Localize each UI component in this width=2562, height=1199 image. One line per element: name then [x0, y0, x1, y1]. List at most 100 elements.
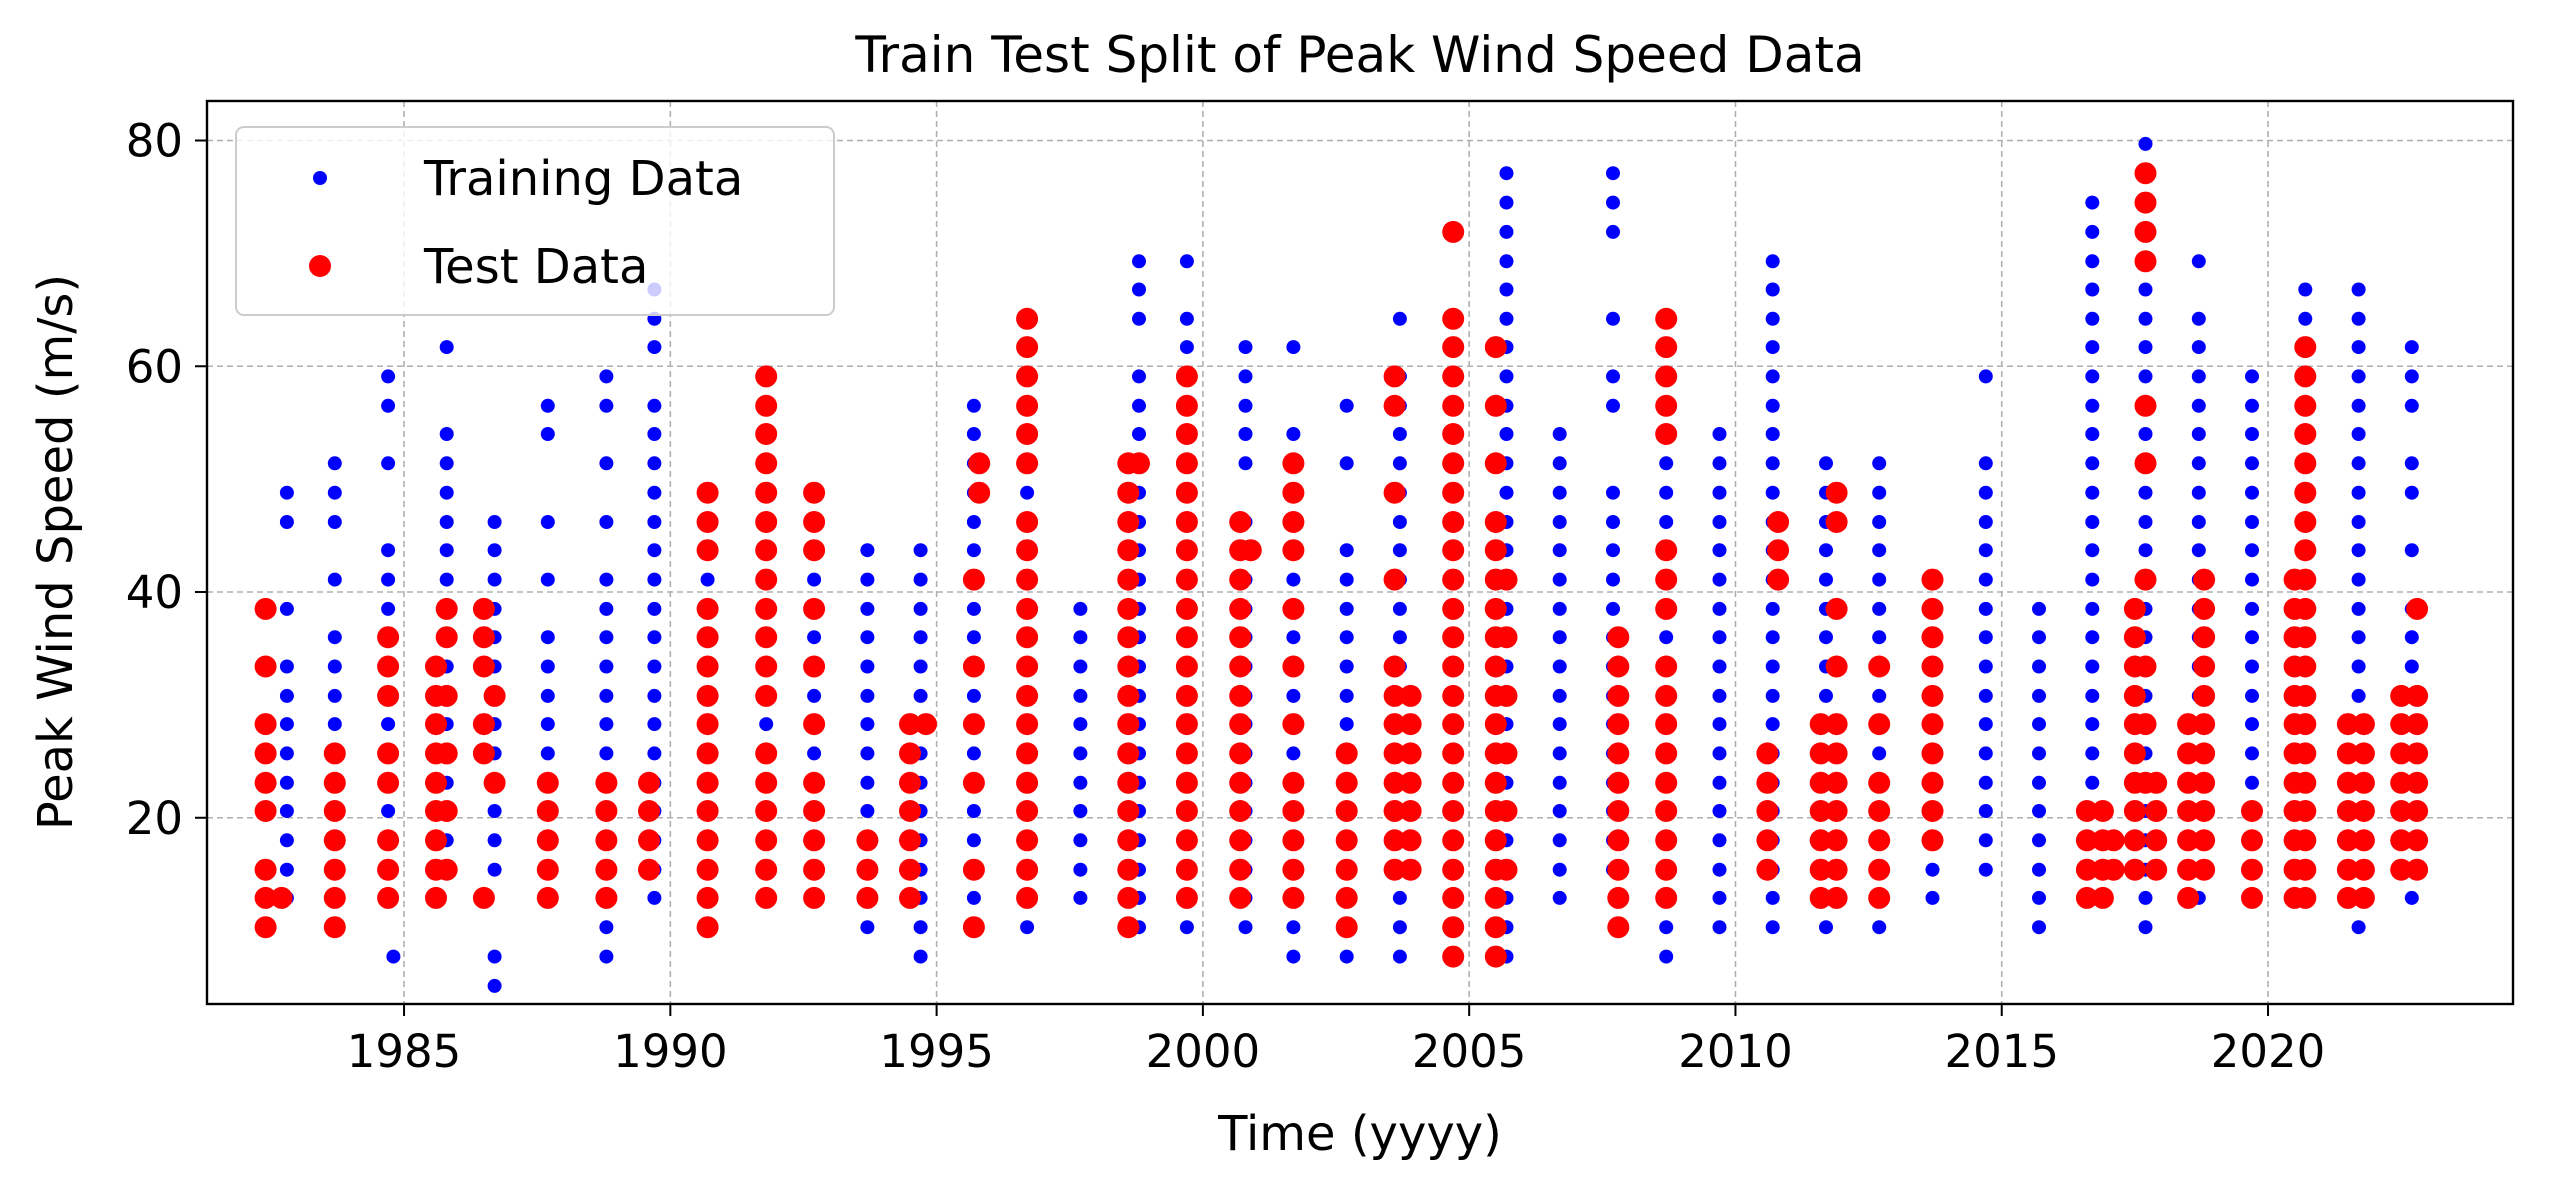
training-data-point	[913, 949, 928, 964]
legend-marker-training	[313, 171, 327, 185]
test-data-point	[2390, 684, 2413, 707]
training-data-point	[1712, 601, 1727, 616]
test-data-point	[435, 800, 458, 822]
test-data-point	[323, 829, 346, 852]
test-data-point	[1117, 481, 1140, 504]
test-data-point	[696, 886, 719, 909]
test-data-point	[1016, 423, 1039, 445]
test-data-point	[2406, 829, 2429, 852]
test-data-point	[2193, 597, 2216, 620]
training-data-point	[279, 601, 294, 616]
test-data-point	[1117, 597, 1140, 620]
test-data-point	[2336, 829, 2359, 852]
test-data-point	[1809, 713, 1832, 736]
training-data-point	[1872, 746, 1887, 761]
training-data-point	[1925, 862, 1940, 877]
test-data-point	[254, 771, 277, 794]
test-data-point	[2406, 713, 2429, 736]
training-data-point	[1238, 920, 1253, 935]
test-data-point	[2145, 800, 2168, 822]
test-data-point	[2193, 742, 2216, 765]
test-data-point	[1655, 800, 1678, 822]
test-data-point	[1868, 858, 1891, 881]
x-tick-label: 2015	[1944, 1025, 2059, 1078]
test-data-point	[425, 655, 447, 678]
training-data-point	[2245, 369, 2259, 384]
test-data-point	[1175, 800, 1198, 822]
test-data-point	[2134, 250, 2157, 273]
training-data-point	[1606, 311, 1620, 326]
training-data-point	[966, 833, 981, 848]
training-data-point	[1499, 282, 1514, 297]
test-data-point	[1383, 742, 1406, 765]
test-data-point	[803, 597, 826, 620]
training-data-point	[1073, 804, 1088, 818]
test-data-point	[696, 539, 719, 562]
test-data-point	[1442, 771, 1465, 794]
test-data-point	[2123, 626, 2146, 649]
training-data-point	[1978, 485, 1993, 500]
test-data-point	[1335, 886, 1358, 909]
test-data-point	[1117, 626, 1140, 649]
chart-title: Train Test Split of Peak Wind Speed Data	[854, 26, 1864, 84]
plot-frame	[205, 99, 2515, 1006]
test-data-point	[2294, 452, 2317, 475]
training-data-point	[860, 804, 875, 818]
training-data-point	[1179, 254, 1194, 269]
training-data-point	[2138, 890, 2153, 905]
test-data-point	[755, 481, 778, 504]
training-data-point	[1872, 456, 1887, 471]
test-data-point	[1921, 626, 1944, 649]
test-data-point	[2123, 597, 2146, 620]
training-data-point	[1765, 717, 1780, 732]
test-data-point	[1383, 568, 1406, 591]
training-data-point	[599, 456, 614, 471]
training-data-point	[2085, 254, 2100, 269]
test-data-point	[323, 771, 346, 794]
training-data-point	[2085, 224, 2100, 239]
x-tick-label: 1985	[347, 1025, 462, 1078]
training-data-point	[1552, 543, 1567, 558]
training-data-point	[1339, 688, 1354, 703]
test-data-point	[1607, 655, 1630, 678]
test-data-point	[1655, 307, 1678, 330]
test-data-point	[1016, 771, 1039, 794]
training-data-point	[2085, 427, 2100, 441]
training-data-point	[2351, 311, 2366, 326]
test-data-point	[1607, 858, 1630, 881]
training-data-point	[1712, 833, 1727, 848]
training-data-point	[2191, 485, 2206, 500]
legend-label-training: Training Data	[423, 151, 743, 207]
test-data-point	[1655, 394, 1678, 417]
test-data-point	[638, 800, 660, 822]
training-data-point	[2032, 659, 2046, 674]
training-data-point	[327, 659, 342, 674]
test-data-point	[1016, 307, 1039, 330]
test-data-point	[803, 771, 826, 794]
test-data-point	[1442, 307, 1465, 330]
test-data-point	[1229, 771, 1252, 794]
test-data-point	[2294, 886, 2317, 909]
training-data-point	[1392, 890, 1407, 905]
training-data-point	[381, 456, 396, 471]
training-data-point	[2191, 543, 2206, 558]
test-data-point	[856, 858, 879, 881]
training-data-point	[2404, 398, 2419, 413]
test-data-point	[1117, 916, 1140, 939]
test-data-point	[1016, 886, 1039, 909]
test-data-point	[1809, 742, 1832, 765]
training-data-point	[1978, 572, 1993, 587]
training-data-point	[1872, 485, 1887, 500]
test-data-point	[2294, 858, 2317, 881]
test-data-point	[2336, 858, 2359, 881]
test-data-point	[1607, 684, 1630, 707]
training-data-point	[1819, 688, 1833, 703]
training-data-point	[1132, 369, 1146, 384]
test-data-point	[1825, 655, 1848, 678]
training-data-point	[966, 427, 981, 441]
test-data-point	[1016, 511, 1039, 533]
training-data-point	[1606, 195, 1620, 210]
test-data-point	[1442, 220, 1465, 243]
test-data-point	[803, 511, 826, 533]
training-data-point	[1392, 427, 1407, 441]
